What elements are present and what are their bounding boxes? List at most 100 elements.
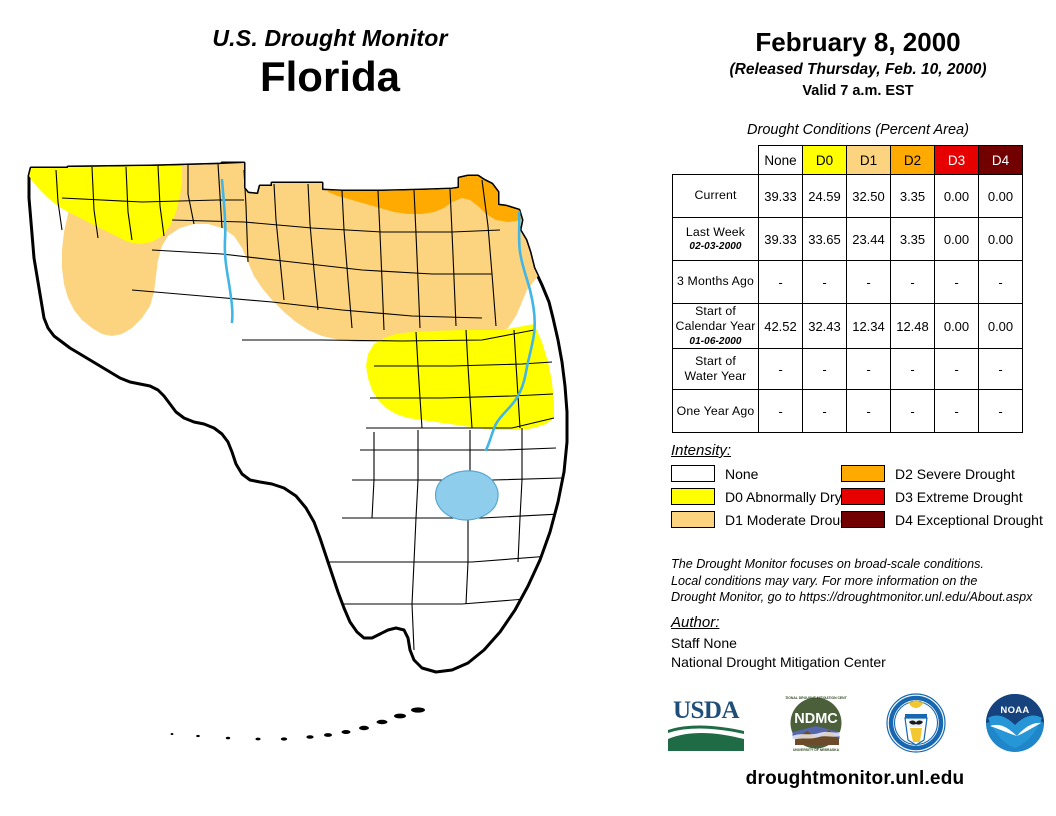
table-cell-d2: 12.48	[890, 302, 935, 350]
rivers-layer	[220, 178, 537, 452]
valid-date: February 8, 2000	[755, 27, 961, 57]
table-cell-d1: 23.44	[846, 217, 891, 261]
usdc-seal-logo	[885, 692, 947, 759]
noaa-logo: NOAA	[984, 692, 1046, 759]
intensity-legend-left-column: None D0 Abnormally Dry D1 Moderate Drought	[671, 465, 860, 528]
table-cell-d4: 0.00	[978, 174, 1023, 218]
florida-map-svg	[27, 161, 569, 741]
table-row-label: Current	[672, 174, 759, 218]
table-cell-d1: -	[846, 389, 891, 434]
table-cell-d1: -	[846, 348, 891, 391]
table-cell-d2: 3.35	[890, 174, 935, 218]
table-row: Start of Calendar Year 01-06-2000 42.52 32.4…	[672, 302, 1023, 350]
author-label: Author:	[671, 614, 720, 631]
table-row-label: One Year Ago	[672, 389, 759, 434]
intensity-legend-right-column: D2 Severe Drought D3 Extreme Drought D4 Ex…	[841, 465, 1051, 528]
table-cell-d3: 0.00	[934, 217, 979, 261]
disclaimer-text: The Drought Monitor focuses on broad-sca…	[671, 556, 1047, 606]
legend-swatch	[671, 488, 715, 505]
table-cell-d2: -	[890, 260, 935, 304]
table-cell-d4: 0.00	[978, 302, 1023, 350]
legend-label: D4 Exceptional Drought	[895, 511, 1043, 528]
table-row: One Year Ago - - - - - -	[672, 389, 1023, 434]
table-row-label: Last Week 02-03-2000	[672, 217, 759, 261]
drought-conditions-caption: Drought Conditions (Percent Area)	[747, 122, 969, 138]
legend-item: D4 Exceptional Drought	[841, 511, 1051, 528]
legend-item: D0 Abnormally Dry	[671, 488, 860, 505]
usda-logo: USDA	[664, 694, 748, 757]
table-corner-cell	[673, 146, 759, 175]
legend-swatch	[841, 511, 885, 528]
table-row-label: Start of Calendar Year 01-06-2000	[672, 302, 759, 350]
svg-text:NATIONAL DROUGHT MITIGATION CE: NATIONAL DROUGHT MITIGATION CENTER	[785, 696, 847, 700]
table-row: Start of Water Year - - - - - -	[672, 348, 1023, 391]
table-header-row: None D0 D1 D2 D3 D4	[673, 145, 1023, 175]
map-title-block: U.S. Drought Monitor Florida	[0, 25, 660, 102]
table-cell-d3: -	[934, 260, 979, 304]
table-cell-none: -	[758, 348, 803, 391]
author-organization: National Drought Mitigation Center	[671, 654, 886, 671]
table-row: Current 39.33 24.59 32.50 3.35 0.00 0.00	[672, 174, 1023, 218]
table-cell-none: 39.33	[758, 217, 803, 261]
table-col-header-d2: D2	[890, 145, 935, 175]
table-cell-d3: -	[934, 389, 979, 434]
svg-text:NDMC: NDMC	[795, 711, 839, 727]
legend-swatch	[671, 465, 715, 482]
release-date: (Released Thursday, Feb. 10, 2000)	[729, 60, 987, 78]
table-cell-d3: -	[934, 348, 979, 391]
legend-label: D2 Severe Drought	[895, 465, 1015, 482]
legend-label: D3 Extreme Drought	[895, 488, 1023, 505]
svg-text:NOAA: NOAA	[1000, 705, 1029, 716]
table-body: Current 39.33 24.59 32.50 3.35 0.00 0.00 Last W…	[672, 174, 1023, 434]
table-col-header-d0: D0	[802, 145, 847, 175]
table-cell-d1: -	[846, 260, 891, 304]
disclaimer-line-2: Local conditions may vary. For more info…	[671, 573, 978, 588]
disclaimer-line-1: The Drought Monitor focuses on broad-sca…	[671, 557, 984, 571]
table-col-header-none: None	[758, 145, 803, 175]
intensity-legend: Intensity: None D0 Abnormally Dry D1 Moder…	[671, 442, 1051, 528]
table-row-sublabel: 01-06-2000	[689, 335, 742, 347]
table-cell-d0: -	[802, 389, 847, 434]
florida-drought-map	[22, 150, 662, 800]
table-col-header-d3: D3	[934, 145, 979, 175]
valid-time: Valid 7 a.m. EST	[802, 83, 914, 100]
table-cell-d4: -	[978, 389, 1023, 434]
legend-swatch	[841, 465, 885, 482]
table-cell-d0: 24.59	[802, 174, 847, 218]
drought-conditions-table: None D0 D1 D2 D3 D4 Current 39.33 24.59 32.50 3.3…	[672, 145, 1023, 434]
d0-abnormally-dry-panhandle-area	[29, 166, 182, 244]
table-cell-d0: -	[802, 260, 847, 304]
d0-abnormally-dry-central-area	[366, 324, 554, 430]
legend-swatch	[671, 511, 715, 528]
drought-conditions-table-wrapper: None D0 D1 D2 D3 D4 Current 39.33 24.59 32.50 3.3…	[672, 145, 1023, 434]
intensity-legend-title: Intensity:	[671, 442, 732, 459]
table-cell-d0: -	[802, 348, 847, 391]
svg-text:UNIVERSITY OF NEBRASKA: UNIVERSITY OF NEBRASKA	[793, 748, 840, 752]
table-cell-d2: -	[890, 348, 935, 391]
release-header: February 8, 2000 (Released Thursday, Feb…	[660, 27, 1056, 101]
author-block: Author: Staff None National Drought Miti…	[671, 614, 1047, 673]
intensity-legend-grid: None D0 Abnormally Dry D1 Moderate Drought…	[671, 465, 1051, 528]
table-row-label: 3 Months Ago	[672, 260, 759, 304]
author-name: Staff None	[671, 635, 737, 651]
table-cell-none: 39.33	[758, 174, 803, 218]
disclaimer-line-3: Drought Monitor, go to https://droughtmo…	[671, 590, 1033, 605]
legend-item: None	[671, 465, 860, 482]
legend-label: D0 Abnormally Dry	[725, 488, 842, 505]
svg-text:USDA: USDA	[673, 697, 740, 724]
table-cell-d0: 32.43	[802, 302, 847, 350]
legend-item: D2 Severe Drought	[841, 465, 1051, 482]
table-row-label: Start of Water Year	[672, 348, 759, 391]
florida-keys	[170, 707, 425, 741]
table-cell-none: -	[758, 389, 803, 434]
legend-item: D3 Extreme Drought	[841, 488, 1051, 505]
legend-item: D1 Moderate Drought	[671, 511, 860, 528]
table-cell-d3: 0.00	[934, 302, 979, 350]
apalachicola-river	[220, 178, 234, 324]
program-title: U.S. Drought Monitor	[212, 25, 448, 51]
d2-severe-drought-area	[322, 176, 522, 222]
table-cell-d3: 0.00	[934, 174, 979, 218]
table-col-header-d1: D1	[846, 145, 891, 175]
table-row: Last Week 02-03-2000 39.33 33.65 23.44 3.35 0.…	[672, 217, 1023, 261]
table-cell-d2: -	[890, 389, 935, 434]
